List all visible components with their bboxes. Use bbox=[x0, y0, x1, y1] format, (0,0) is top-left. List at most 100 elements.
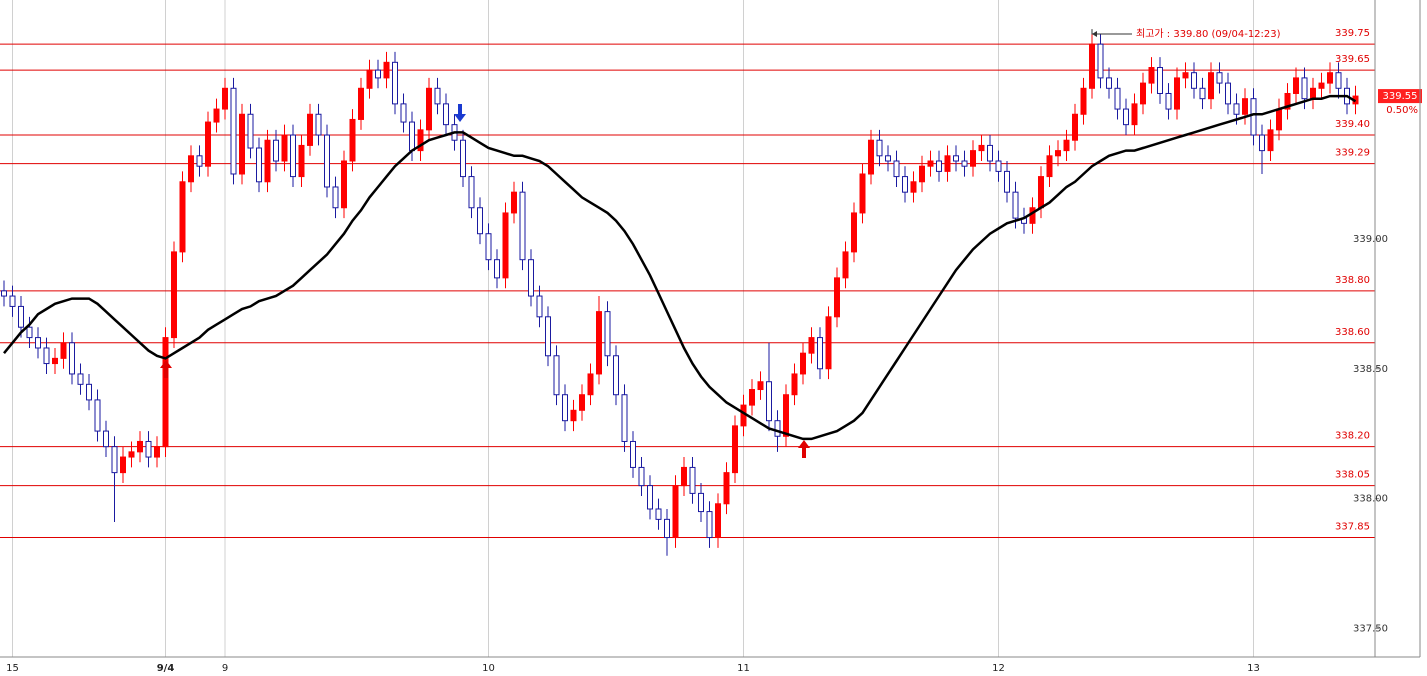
candle-body bbox=[1148, 67, 1155, 84]
candle-body bbox=[553, 355, 560, 396]
candle-body bbox=[1259, 134, 1265, 152]
candle-body bbox=[689, 466, 696, 494]
x-tick-label: 9 bbox=[222, 663, 228, 674]
candle-body bbox=[485, 233, 492, 261]
candle-body bbox=[664, 518, 670, 539]
candle-body bbox=[239, 113, 245, 175]
candle-body bbox=[1106, 77, 1112, 89]
candle-body bbox=[86, 383, 92, 401]
candle-body bbox=[332, 186, 339, 209]
x-tick-label: 10 bbox=[482, 663, 495, 674]
candle-body bbox=[443, 103, 449, 126]
candle-body bbox=[383, 61, 390, 79]
candle-body bbox=[757, 381, 764, 391]
candle-body bbox=[859, 173, 866, 214]
y-tick-label: 338.50 bbox=[1353, 364, 1388, 375]
candle-body bbox=[111, 446, 118, 474]
candle-body bbox=[1140, 82, 1146, 105]
candle-body bbox=[1310, 87, 1316, 100]
candle-body bbox=[247, 113, 254, 149]
candle-body bbox=[1165, 92, 1172, 110]
candle-body bbox=[1012, 191, 1019, 219]
candle-body bbox=[307, 113, 313, 146]
candle-body bbox=[18, 305, 24, 328]
candle-body bbox=[128, 451, 135, 458]
candle-body bbox=[1318, 82, 1325, 89]
candle-body bbox=[706, 511, 713, 539]
candle-body bbox=[1216, 72, 1223, 84]
candle-body bbox=[409, 121, 415, 152]
candle-body bbox=[1029, 207, 1036, 224]
candle-body bbox=[1080, 87, 1087, 115]
candle-body bbox=[1063, 139, 1070, 152]
candle-body bbox=[825, 316, 832, 370]
candle-body bbox=[43, 347, 50, 365]
candle-body bbox=[171, 251, 177, 339]
sell-signal bbox=[454, 104, 466, 122]
moving-average bbox=[3, 94, 1357, 441]
y-tick-label: 339.00 bbox=[1353, 234, 1388, 245]
candle-body bbox=[1284, 92, 1291, 110]
candle-body bbox=[919, 165, 925, 183]
candle-body bbox=[94, 399, 101, 432]
candle-body bbox=[842, 251, 849, 279]
annotation: 최고가 : 339.80 (09/04-12:23) bbox=[1136, 28, 1281, 40]
level-label: 338.20 bbox=[1335, 431, 1370, 442]
candle-body bbox=[715, 503, 721, 539]
candle-body bbox=[494, 259, 500, 279]
candle-body bbox=[570, 409, 577, 422]
candle-body bbox=[1191, 72, 1197, 89]
candle-body bbox=[936, 160, 942, 172]
candle-body bbox=[196, 155, 203, 167]
candle-body bbox=[630, 440, 636, 468]
candle-body bbox=[392, 61, 398, 105]
candle-body bbox=[1089, 43, 1095, 89]
candle-body bbox=[766, 381, 772, 422]
candle-body bbox=[1182, 72, 1189, 79]
candle-body bbox=[834, 277, 840, 318]
candle-body bbox=[264, 139, 271, 183]
candle-body bbox=[723, 472, 730, 505]
candle-body bbox=[681, 466, 687, 487]
candle-body bbox=[1157, 67, 1163, 94]
candle-body bbox=[137, 440, 143, 453]
candle-body bbox=[791, 373, 798, 396]
candle-body bbox=[366, 69, 373, 89]
candle-body bbox=[324, 134, 330, 188]
candle-body bbox=[230, 87, 237, 175]
candle-body bbox=[162, 337, 169, 448]
candle-body bbox=[477, 207, 483, 235]
candle-body bbox=[528, 259, 534, 297]
candle-body bbox=[876, 139, 883, 157]
candle-body bbox=[817, 337, 823, 370]
candle-body bbox=[783, 394, 789, 437]
candle-body bbox=[885, 155, 891, 162]
candle-body bbox=[26, 326, 33, 339]
candle-body bbox=[188, 155, 194, 183]
x-tick-label: 15 bbox=[6, 663, 19, 674]
candle-body bbox=[77, 373, 84, 385]
buy-signal bbox=[798, 440, 810, 458]
candle-body bbox=[519, 191, 526, 261]
candle-body bbox=[69, 342, 75, 375]
candle-body bbox=[1004, 170, 1010, 193]
level-label: 339.29 bbox=[1335, 148, 1370, 159]
candle-body bbox=[647, 485, 653, 510]
x-tick-label: 12 bbox=[992, 663, 1005, 674]
candle-body bbox=[910, 181, 917, 193]
candle-body bbox=[9, 295, 16, 307]
candle-body bbox=[179, 181, 186, 253]
annotation-arrowhead bbox=[1092, 31, 1097, 37]
level-label: 337.85 bbox=[1335, 522, 1370, 533]
candle-body bbox=[120, 456, 126, 474]
level-label: 339.75 bbox=[1335, 28, 1370, 39]
candle-body bbox=[995, 160, 1002, 172]
candle-body bbox=[978, 144, 985, 152]
candle-body bbox=[1097, 43, 1104, 79]
candle-body bbox=[774, 420, 781, 437]
level-label: 339.40 bbox=[1335, 119, 1370, 130]
candle-body bbox=[417, 129, 424, 152]
candle-body bbox=[222, 87, 228, 110]
x-tick-label: 11 bbox=[737, 663, 750, 674]
candle-body bbox=[868, 139, 874, 175]
